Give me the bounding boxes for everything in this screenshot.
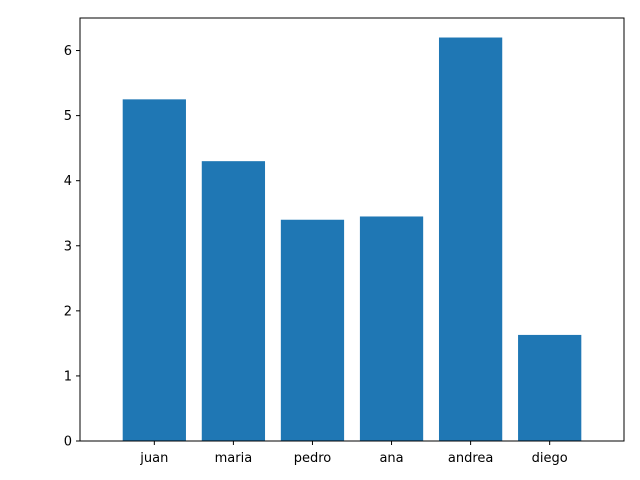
x-axis-ticks: juan maria pedro ana andrea diego [139,441,568,466]
x-tick-label: andrea [448,451,493,466]
y-tick-label: 6 [64,44,72,59]
y-tick-label: 4 [64,174,72,189]
y-tick-label: 2 [64,304,72,319]
bar-andrea [438,37,503,442]
x-tick-label: diego [532,451,568,466]
bars-group [122,37,582,442]
x-tick-label: juan [139,451,168,466]
x-tick-label: maria [215,451,253,466]
x-tick-label: ana [379,451,403,466]
x-tick-label: pedro [294,451,332,466]
y-tick-label: 1 [64,369,72,384]
bar-juan [122,99,186,441]
bar-pedro [280,219,345,441]
bar-diego [518,334,582,441]
plot-frame [79,17,625,442]
bar-maria [201,161,266,442]
y-tick-label: 0 [64,435,72,450]
y-tick-label: 5 [64,109,72,124]
y-axis-ticks: 0 1 2 3 4 5 6 [64,44,80,450]
bar-ana [359,216,424,441]
y-tick-label: 3 [64,239,72,254]
